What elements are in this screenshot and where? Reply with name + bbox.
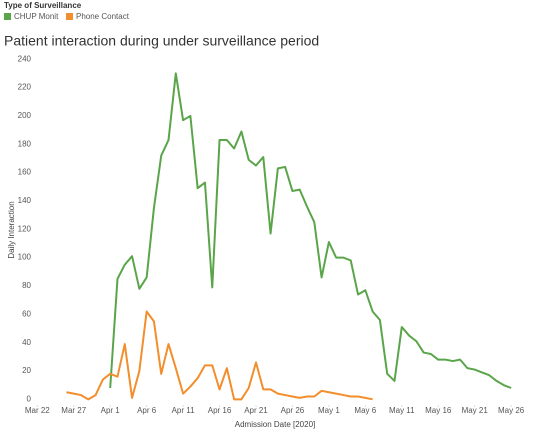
y-tick-label: 240 xyxy=(18,54,32,63)
x-tick-label: May 1 xyxy=(318,406,340,415)
series-line xyxy=(66,310,373,401)
legend-label: Phone Contact xyxy=(76,12,130,21)
y-axis-label: Daily Interaction xyxy=(7,201,16,258)
chart-title: Patient interaction during under surveil… xyxy=(4,33,319,49)
legend-swatch xyxy=(4,13,11,20)
legend-label: CHUP Monit xyxy=(14,12,59,21)
y-tick-label: 120 xyxy=(18,224,32,233)
x-tick-label: Apr 26 xyxy=(281,406,305,415)
x-tick-label: Apr 21 xyxy=(244,406,268,415)
x-tick-label: May 6 xyxy=(354,406,376,415)
x-axis-label: Admission Date [2020] xyxy=(235,420,316,429)
x-tick-label: May 11 xyxy=(389,406,415,415)
x-tick-label: Mar 27 xyxy=(61,406,86,415)
y-tick-label: 180 xyxy=(18,139,32,148)
x-tick-label: Apr 1 xyxy=(101,406,121,415)
legend-title: Type of Surveillance xyxy=(4,1,82,10)
legend-swatch xyxy=(66,13,73,20)
y-tick-label: 60 xyxy=(22,309,31,318)
x-tick-label: Apr 6 xyxy=(137,406,157,415)
x-tick-label: May 21 xyxy=(462,406,489,415)
y-tick-label: 160 xyxy=(18,168,32,177)
series-line xyxy=(109,72,512,389)
x-tick-label: May 16 xyxy=(425,406,452,415)
y-tick-label: 100 xyxy=(18,253,32,262)
y-tick-label: 140 xyxy=(18,196,32,205)
y-tick-label: 80 xyxy=(22,281,31,290)
x-tick-label: May 26 xyxy=(498,406,525,415)
y-tick-label: 220 xyxy=(18,83,32,92)
y-tick-label: 40 xyxy=(22,338,31,347)
y-tick-label: 20 xyxy=(22,366,31,375)
x-tick-label: Apr 11 xyxy=(172,406,196,415)
x-tick-label: Mar 22 xyxy=(25,406,50,415)
x-tick-label: Apr 16 xyxy=(208,406,232,415)
y-tick-label: 0 xyxy=(27,394,32,403)
y-tick-label: 200 xyxy=(18,111,32,120)
